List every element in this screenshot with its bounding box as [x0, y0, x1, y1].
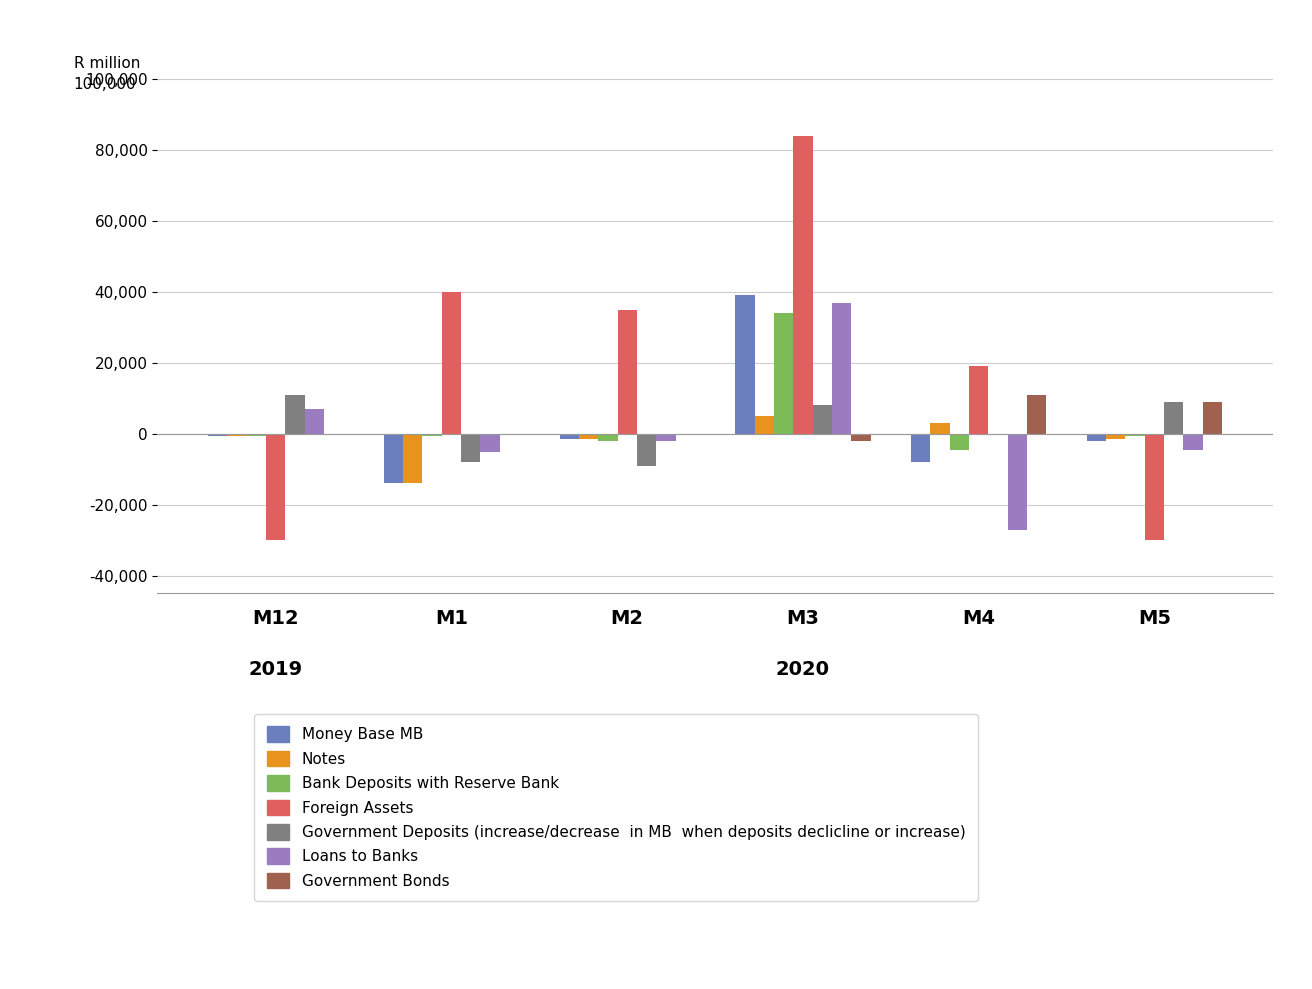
Bar	[209, 434, 227, 435]
Bar	[227, 434, 247, 435]
Bar	[1086, 434, 1106, 441]
Bar	[559, 434, 579, 439]
Bar	[754, 416, 774, 434]
Bar	[247, 434, 266, 435]
Bar	[422, 434, 442, 435]
Bar	[579, 434, 598, 439]
Bar	[1183, 434, 1203, 450]
Bar	[774, 314, 794, 434]
Bar	[598, 434, 618, 441]
Bar	[1106, 434, 1126, 439]
Text: 2019: 2019	[249, 661, 303, 679]
Bar	[618, 310, 636, 434]
Bar	[832, 303, 851, 434]
Bar	[384, 434, 403, 484]
Legend: Money Base MB, Notes, Bank Deposits with Reserve Bank, Foreign Assets, Governmen: Money Base MB, Notes, Bank Deposits with…	[255, 714, 977, 901]
Text: 2020: 2020	[775, 661, 830, 679]
Bar	[636, 434, 656, 466]
Bar	[930, 423, 950, 434]
Text: R million: R million	[73, 56, 140, 71]
Bar	[1008, 434, 1027, 529]
Bar	[970, 366, 988, 434]
Text: 100,000: 100,000	[73, 76, 136, 92]
Bar	[794, 135, 812, 434]
Bar	[461, 434, 480, 462]
Bar	[1144, 434, 1164, 540]
Bar	[304, 409, 324, 434]
Bar	[1164, 402, 1183, 434]
Bar	[911, 434, 930, 462]
Bar	[950, 434, 970, 450]
Bar	[735, 296, 754, 434]
Bar	[812, 405, 832, 434]
Bar	[266, 434, 286, 540]
Bar	[851, 434, 871, 441]
Bar	[656, 434, 676, 441]
Bar	[286, 395, 304, 434]
Bar	[442, 292, 461, 434]
Bar	[403, 434, 422, 484]
Bar	[1126, 434, 1144, 435]
Bar	[480, 434, 500, 452]
Bar	[1027, 395, 1046, 434]
Bar	[1203, 402, 1221, 434]
